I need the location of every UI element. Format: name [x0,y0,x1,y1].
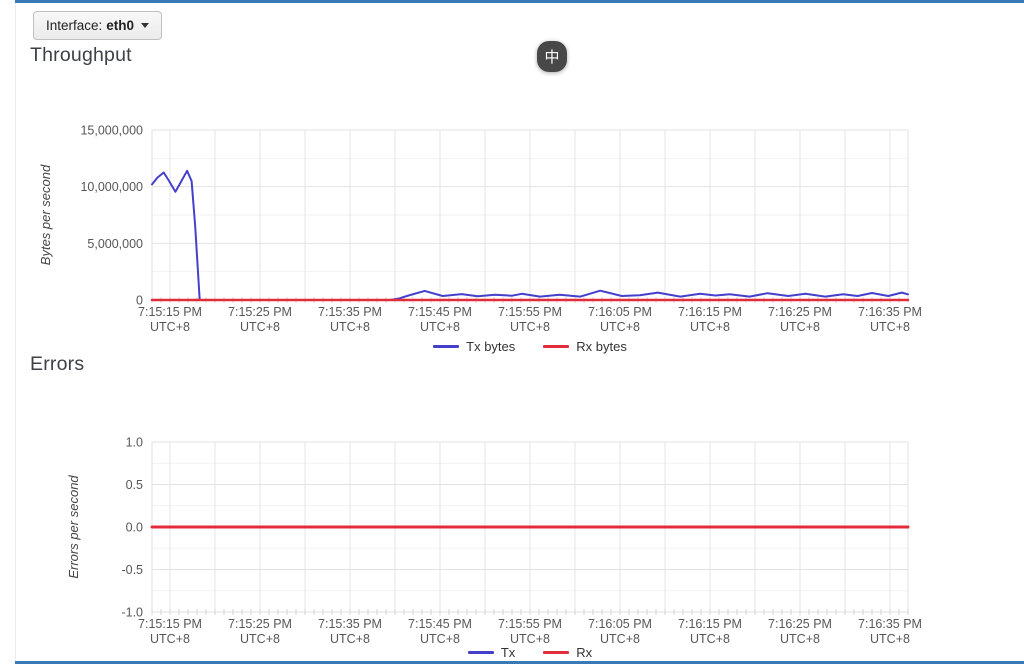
x-tick-label: UTC+8 [420,632,460,646]
x-tick-label: UTC+8 [420,320,460,334]
chart-svg: 1.00.50.0-0.5-1.07:15:15 PMUTC+87:15:25 … [66,436,922,647]
ime-indicator-badge[interactable]: 中 [537,41,567,72]
x-tick-label: 7:15:25 PM [228,305,292,319]
x-tick-label: UTC+8 [240,320,280,334]
x-tick-label: UTC+8 [600,320,640,334]
legend-label: Rx bytes [576,338,627,354]
y-tick-label: 1.0 [126,436,143,450]
x-tick-label: UTC+8 [510,632,550,646]
y-tick-label: 15,000,000 [80,124,143,138]
x-tick-label: 7:16:25 PM [768,617,832,631]
x-tick-label: UTC+8 [780,320,820,334]
y-axis-title: Errors per second [66,475,81,579]
x-tick-label: 7:16:15 PM [678,617,742,631]
errors-heading: Errors [30,353,85,375]
y-axis-title: Bytes per second [38,164,53,265]
x-tick-label: UTC+8 [150,320,190,334]
y-tick-label: -1.0 [121,606,143,620]
legend-label: Rx [576,644,593,660]
x-tick-label: UTC+8 [330,320,370,334]
series-line-tx-bytes [151,169,909,301]
x-tick-label: 7:16:15 PM [678,305,742,319]
y-tick-label: 10,000,000 [80,180,143,194]
x-tick-label: 7:16:35 PM [858,305,922,319]
x-tick-label: 7:16:05 PM [588,305,652,319]
y-tick-label: 0.5 [126,478,143,492]
panel-bottom-border [15,661,1024,664]
x-tick-label: UTC+8 [870,632,910,646]
chevron-down-icon [141,23,150,28]
x-tick-label: 7:16:35 PM [858,617,922,631]
interface-dropdown[interactable]: Interface: eth0 [33,11,163,40]
panel-top-border [15,0,1024,3]
x-tick-label: UTC+8 [510,320,550,334]
ime-glyph: 中 [544,49,560,66]
x-tick-label: UTC+8 [150,632,190,646]
x-tick-label: 7:16:05 PM [588,617,652,631]
legend-item: Tx bytes [433,339,515,354]
legend-line-swatch [543,344,570,348]
x-tick-label: UTC+8 [600,632,640,646]
x-tick-label: 7:15:25 PM [228,617,292,631]
chart-svg: 0 5,000,000 10,000,000 15,000,000 7:15:15 PM… [38,124,922,335]
x-tick-label: 7:15:55 PM [498,617,562,631]
x-tick-label: 7:15:35 PM [318,617,382,631]
x-tick-label: UTC+8 [870,320,910,334]
legend-line-swatch [543,650,570,654]
x-tick-label: 7:15:15 PM [138,617,202,631]
panel-left-border [15,3,16,661]
x-tick-label: 7:15:35 PM [318,305,382,319]
x-tick-label: UTC+8 [240,632,280,646]
legend-item: Tx [467,644,516,660]
errors-chart: 1.0 0.5 0.0 -0.5 -1.0 7:15:15 PM UTC+8 7:15:25 … [0,430,1024,666]
throughput-chart: 0 5,000,000 10,000,000 15,000,000 7:15:15 PM… [0,118,1024,363]
legend-label: Tx [500,644,516,660]
x-tick-label: UTC+8 [330,632,370,646]
legend-line-swatch [433,344,460,348]
interface-dropdown-label: Interface: [46,18,103,33]
y-tick-label: 5,000,000 [87,237,143,251]
x-tick-label: 7:15:55 PM [498,305,562,319]
legend-item: Rx bytes [543,339,627,354]
y-tick-label: -0.5 [121,563,143,577]
x-tick-label: UTC+8 [780,632,820,646]
interface-dropdown-value: eth0 [106,18,135,33]
y-tick-label: 0 [136,294,143,308]
x-tick-label: 7:16:25 PM [768,305,832,319]
throughput-heading: Throughput [30,44,132,66]
legend-label: Tx bytes [466,338,516,354]
legend-item: Rx [543,645,592,660]
x-tick-label: 7:15:45 PM [408,617,472,631]
legend-line-swatch [467,650,494,654]
x-tick-label: UTC+8 [690,632,730,646]
y-tick-label: 0.0 [126,521,143,535]
x-tick-label: 7:15:15 PM [138,305,202,319]
chart-legend: Tx bytes Rx bytes [152,338,908,354]
chart-legend: Tx Rx [152,644,908,660]
x-tick-label: UTC+8 [690,320,730,334]
x-tick-label: 7:15:45 PM [408,305,472,319]
